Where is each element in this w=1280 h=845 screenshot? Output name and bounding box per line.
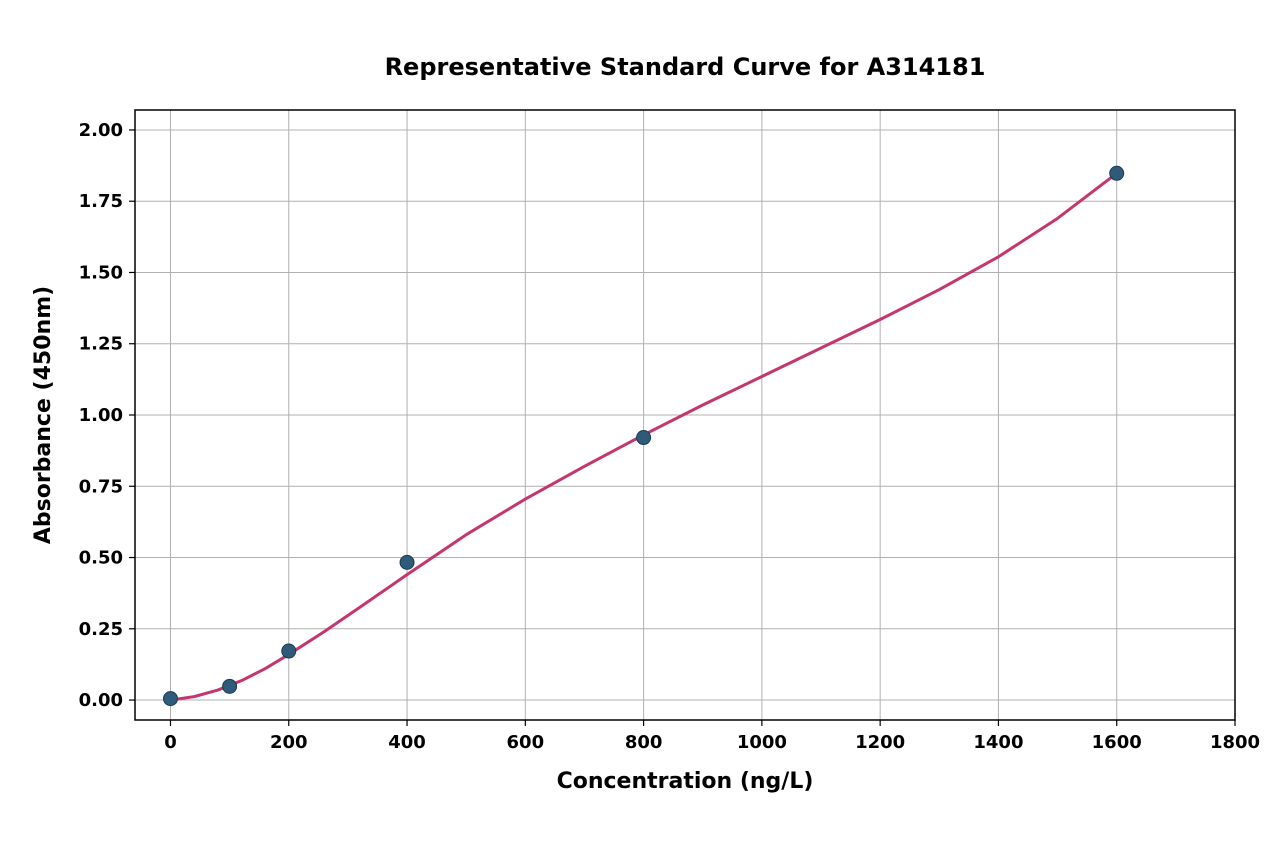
x-tick-label: 800: [625, 732, 663, 753]
x-tick-label: 400: [388, 732, 426, 753]
x-tick-label: 0: [164, 732, 177, 753]
x-tick-label: 1800: [1210, 732, 1260, 753]
chart-svg: 0 200 400 600 800 1000 1200 1400 1600 1800 0.00 0.2…: [0, 0, 1280, 845]
y-tick-label: 1.50: [79, 262, 123, 283]
x-tick-label: 1600: [1092, 732, 1142, 753]
data-point: [400, 555, 414, 569]
x-tick-label: 600: [507, 732, 545, 753]
y-tick-label: 2.00: [79, 120, 123, 141]
x-tick-label: 1000: [737, 732, 787, 753]
x-axis-label: Concentration (ng/L): [557, 769, 814, 794]
chart-container: 0 200 400 600 800 1000 1200 1400 1600 1800 0.00 0.2…: [0, 0, 1280, 845]
y-axis-label: Absorbance (450nm): [31, 286, 56, 544]
data-point: [163, 692, 177, 706]
y-tick-label: 1.75: [79, 191, 123, 212]
data-point: [1110, 166, 1124, 180]
y-tick-label: 1.00: [79, 405, 123, 426]
data-point: [282, 644, 296, 658]
x-tick-label: 1200: [855, 732, 905, 753]
y-tick-label: 0.75: [79, 476, 123, 497]
data-point: [223, 679, 237, 693]
x-tick-label: 1400: [973, 732, 1023, 753]
data-point: [637, 431, 651, 445]
y-tick-label: 0.00: [79, 690, 123, 711]
chart-title: Representative Standard Curve for A31418…: [385, 53, 986, 81]
y-tick-label: 0.25: [79, 619, 123, 640]
y-tick-label: 0.50: [79, 548, 123, 569]
y-tick-label: 1.25: [79, 334, 123, 355]
x-tick-label: 200: [270, 732, 308, 753]
